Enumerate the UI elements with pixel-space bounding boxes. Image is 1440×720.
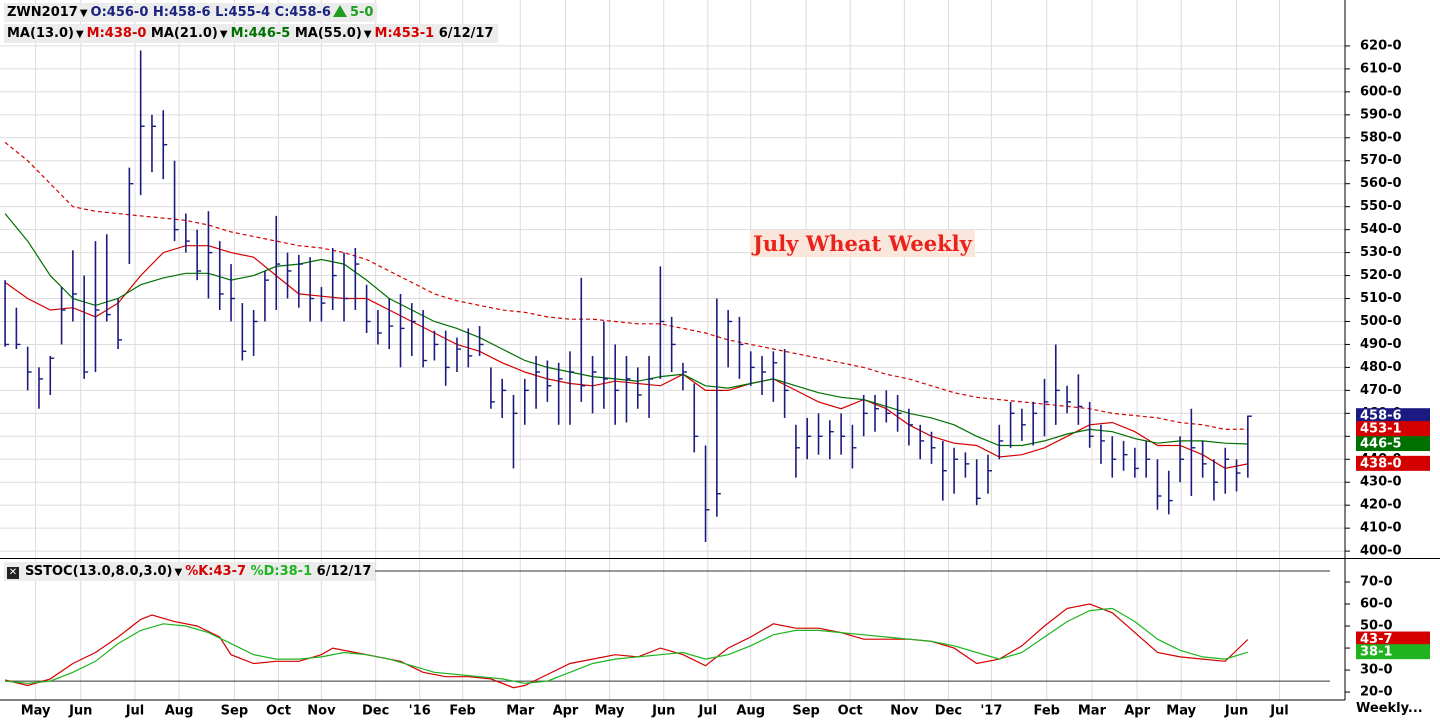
value-badge [1356,455,1430,471]
value-badge-label: 453-1 [1360,422,1402,437]
y-tick-label: 620-0 [1360,38,1402,53]
y-tick-label: 60-0 [1360,597,1393,612]
x-tick-label: May [595,704,625,719]
x-tick-label: Jul [1269,704,1289,719]
period-selector[interactable]: Weekly... [1356,701,1423,716]
y-tick-label: 420-0 [1360,498,1402,513]
y-tick-label: 410-0 [1360,521,1402,536]
y-tick-label: 540-0 [1360,222,1402,237]
dropdown[interactable]: ▼ [219,29,228,40]
x-tick-label: Aug [736,704,765,719]
x-tick-label: Feb [1033,704,1059,719]
y-tick-label: 580-0 [1360,130,1402,145]
dropdown[interactable]: ▼ [363,29,372,40]
y-tick-label: 520-0 [1360,268,1402,283]
y-tick-label: 590-0 [1360,107,1402,122]
x-tick-label: Jul [698,704,718,719]
x-tick-label: Nov [890,704,919,719]
y-tick-label: 570-0 [1360,153,1402,168]
y-tick-label: 610-0 [1360,61,1402,76]
legend-entry: MA(55.0) [294,26,362,41]
indicator-name: SSTOC(13.0,8.0,3.0) [25,564,173,579]
value-badge [1356,408,1430,424]
line [4,141,1248,431]
y-tick-label: 480-0 [1360,360,1402,375]
x-tick-label: Aug [165,704,194,719]
dropdown[interactable]: ▼ [79,8,88,19]
y-tick-label: 560-0 [1360,176,1402,191]
y-tick-label: 490-0 [1360,337,1402,352]
legend-value: %K:43-7 [185,564,247,579]
x-tick-label: Nov [307,704,336,719]
value-badge [1356,436,1430,452]
quote: O:456-0 H:458-6 L:455-4 C:458-6 [90,5,331,20]
legend-value: M:453-1 [374,26,435,41]
up-arrow [332,5,347,17]
y-tick-label: 50-0 [1360,619,1393,634]
x-tick-label: Feb [449,704,475,719]
x-tick-label: May [21,704,51,719]
ma-header: MA(13.0) ▼ M:438-0 MA(21.0) ▼ M:446-5 MA(55.… [4,24,498,43]
x-tick-label: Sep [792,704,820,719]
x-tick-label: Sep [221,704,249,719]
legend-value: %D:38-1 [250,564,313,579]
y-tick-label: 400-0 [1360,544,1402,559]
close-button[interactable]: ✕ [7,567,19,579]
x-tick-label: Apr [553,704,579,719]
x-tick-label: Mar [506,704,535,719]
value-badge [1356,644,1430,660]
y-tick-label: 20-0 [1360,685,1393,700]
y-tick-label: 70-0 [1360,575,1393,590]
legend-entry: MA(21.0) [150,26,218,41]
y-tick-label: 470-0 [1360,383,1402,398]
value-badge-label: 43-7 [1360,632,1393,647]
change: 5-0 [349,5,374,20]
line [4,603,1249,689]
value-badge-label: 446-5 [1360,437,1402,452]
x-tick-label: Dec [935,704,962,719]
x-tick-label: Mar [1078,704,1107,719]
value-badge [1356,421,1430,437]
legend-value: M:438-0 [86,26,147,41]
value-badge-label: 458-6 [1360,409,1402,424]
x-tick-label: Oct [266,704,291,719]
y-tick-label: 510-0 [1360,291,1402,306]
dropdown[interactable]: ▼ [174,567,183,578]
x-tick-label: Dec [362,704,389,719]
value-badge [1356,631,1430,647]
dropdown[interactable]: ▼ [75,29,84,40]
value-badge-label: 438-0 [1360,456,1402,471]
x-tick-label: Jun [1224,704,1248,719]
x-tick-label: Jun [68,704,92,719]
stoch-header: ✕ SSTOC(13.0,8.0,3.0) ▼ %K:43-7 %D:38-1 6/1… [4,562,376,581]
y-tick-label: 500-0 [1360,314,1402,329]
annotation: July Wheat Weekly [750,230,975,257]
line [5,607,1248,684]
date: 6/12/17 [438,26,494,41]
date: 6/12/17 [316,564,372,579]
y-tick-label: 550-0 [1360,199,1402,214]
x-tick-label: Jul [125,704,145,719]
x-tick-label: '17 [980,704,1002,719]
quote-header: ZWN2017 ▼ O:456-0 H:458-6 L:455-4 C:458-6 5… [4,3,378,22]
x-tick-label: Apr [1124,704,1150,719]
value-badge-label: 38-1 [1360,645,1393,660]
y-tick-label: 30-0 [1360,663,1393,678]
x-tick-label: '16 [409,704,431,719]
y-tick-label: 600-0 [1360,84,1402,99]
x-tick-label: Oct [838,704,863,719]
x-tick-label: Jun [651,704,675,719]
y-tick-label: 530-0 [1360,245,1402,260]
y-tick-label: 430-0 [1360,475,1402,490]
x-tick-label: May [1166,704,1196,719]
legend-value: M:446-5 [230,26,291,41]
symbol: ZWN2017 [7,5,78,20]
legend-entry: MA(13.0) [7,26,74,41]
